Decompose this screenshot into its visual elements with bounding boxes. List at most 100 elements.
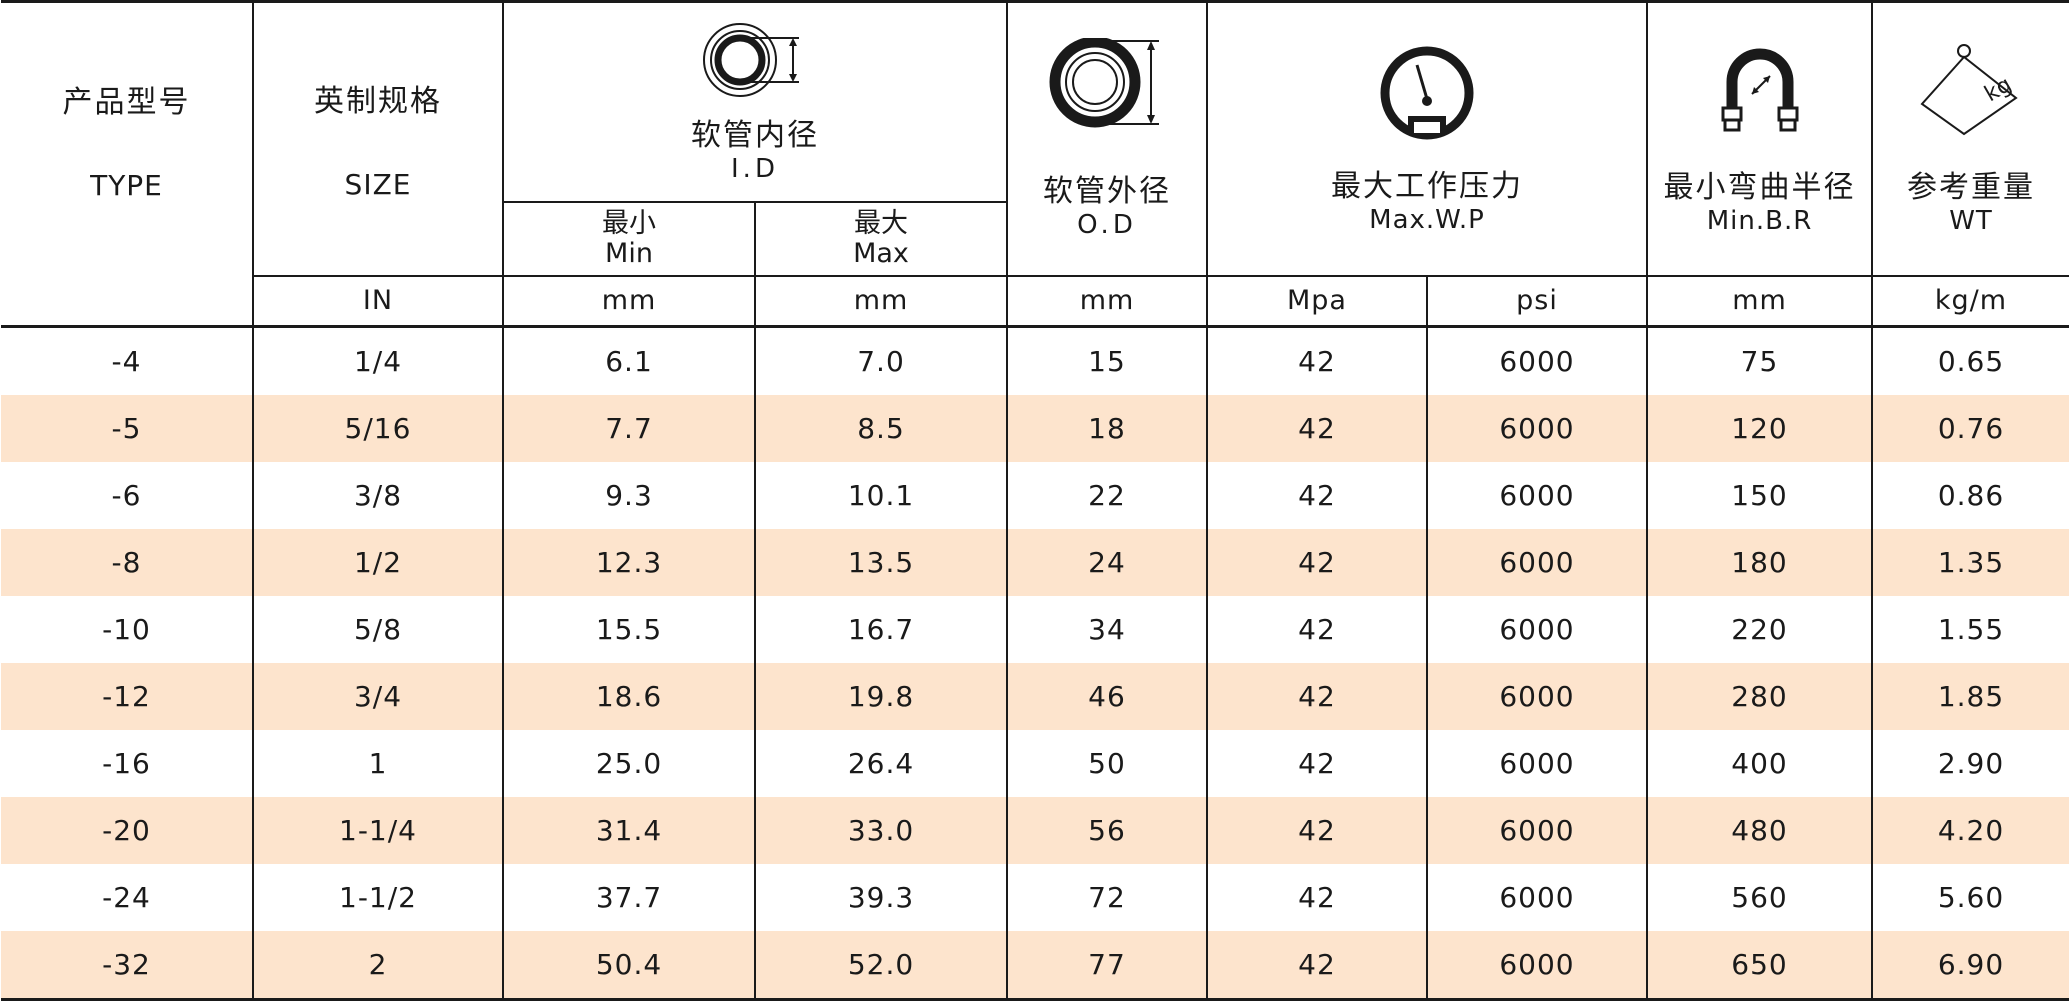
wt-header-zh: 参考重量: [1907, 169, 2035, 205]
type-cell: -4: [1, 326, 254, 395]
od-cell: 56: [1007, 796, 1208, 864]
size-cell: 3/8: [253, 461, 504, 529]
br-cell: 120: [1647, 394, 1873, 462]
wp-header: 最大工作压力 Max.W.P: [1207, 1, 1648, 276]
br-cell: 220: [1647, 595, 1873, 663]
type-cell: -10: [1, 595, 254, 663]
type-unit: [1, 275, 254, 328]
size-cell: 1-1/4: [253, 796, 504, 864]
type-cell: -32: [1, 930, 254, 1001]
br-cell: 150: [1647, 461, 1873, 529]
type-header-en: TYPE: [90, 168, 163, 202]
wp-header-zh: 最大工作压力: [1331, 168, 1523, 204]
psi-cell: 6000: [1427, 729, 1648, 797]
br-cell: 650: [1647, 930, 1873, 1001]
wt-cell: 0.65: [1937, 344, 2005, 378]
size-cell: 5/8: [253, 595, 504, 663]
id-min-cell: 7.7: [503, 394, 756, 462]
wt-cell: 4.20: [1872, 796, 2069, 864]
psi-cell: 6000: [1427, 394, 1648, 462]
od-cell: 77: [1007, 930, 1208, 1001]
mpa-cell: 42: [1207, 662, 1428, 730]
id-max-cell: 8.5: [755, 394, 1008, 462]
id-min-cell: 12.3: [503, 528, 756, 596]
id-min-cell: 6.1: [503, 326, 756, 395]
br-header-en: Min.B.R: [1706, 205, 1813, 236]
id-header-zh: 软管内径: [691, 117, 819, 153]
od-cell: 22: [1007, 461, 1208, 529]
size-cell: 3/4: [253, 662, 504, 730]
wt-cell: 1.35: [1872, 528, 2069, 596]
od-header: 软管外径 O.D: [1007, 1, 1208, 276]
mpa-cell: 42: [1207, 863, 1428, 931]
table-row: -16 1 25.0 26.4 50 42 6000 400 2.90: [1, 729, 2069, 797]
od-unit: mm: [1007, 274, 1208, 328]
wt-header: kg 参考重量 WT: [1872, 2, 2069, 276]
id-max-unit: mm: [755, 274, 1008, 328]
od-cell: 34: [1007, 595, 1208, 663]
psi-cell: 6000: [1427, 326, 1648, 395]
mpa-cell: 42: [1207, 796, 1428, 864]
id-max-cell: 13.5: [755, 528, 1008, 596]
id-min-unit: mm: [503, 274, 756, 328]
od-header-zh: 软管外径: [1043, 173, 1171, 209]
type-cell: -12: [1, 662, 254, 730]
psi-cell: 6000: [1427, 595, 1648, 663]
br-cell: 75: [1647, 326, 1873, 395]
psi-cell: 6000: [1427, 930, 1648, 1001]
type-cell: -16: [1, 729, 254, 797]
type-cell: -5: [1, 394, 254, 462]
id-max-cell: 39.3: [755, 863, 1008, 931]
wp-psi-unit: psi: [1427, 274, 1648, 328]
od-cell: 46: [1007, 662, 1208, 730]
br-cell: 280: [1647, 662, 1873, 730]
size-unit: IN: [253, 274, 504, 328]
size-cell: 1/2: [253, 528, 504, 596]
type-cell: -8: [1, 528, 254, 596]
table-row: -24 1-1/2 37.7 39.3 72 42 6000 560 5.60: [1, 863, 2069, 931]
od-cell: 50: [1007, 729, 1208, 797]
mpa-cell: 42: [1207, 326, 1428, 395]
wt-header-en: WT: [1949, 205, 1993, 236]
psi-cell: 6000: [1427, 528, 1648, 596]
id-min-header: 最小 Min: [503, 200, 756, 276]
table-row: -6 3/8 9.3 10.1 22 42 6000 150 0.86: [1, 461, 2069, 529]
psi-cell: 6000: [1427, 461, 1648, 529]
od-cell: 72: [1007, 863, 1208, 931]
weight-icon: kg: [1920, 43, 2018, 135]
size-cell: 2: [253, 930, 504, 1001]
br-header-zh: 最小弯曲半径: [1663, 169, 1856, 205]
size-header: 英制规格 SIZE: [253, 1, 504, 276]
od-header-en: O.D: [1077, 209, 1137, 240]
type-cell: -24: [1, 863, 254, 931]
mpa-cell: 42: [1207, 595, 1428, 663]
hose-inner-diameter-icon: [703, 22, 799, 97]
mpa-cell: 42: [1207, 729, 1428, 797]
id-min-cell: 9.3: [503, 461, 756, 529]
pressure-gauge-icon: [1380, 46, 1474, 140]
id-max-cell: 16.7: [755, 595, 1008, 663]
wt-cell: 6.90: [1872, 930, 2069, 1001]
id-min-cell: 31.4: [503, 796, 756, 864]
size-cell: 1: [253, 729, 504, 797]
type-cell: -20: [1, 796, 254, 864]
id-max-cell: 10.1: [755, 461, 1008, 529]
wt-cell: 5.60: [1937, 880, 2005, 914]
id-min-cell: 15.5: [503, 595, 756, 663]
id-min-cell: 18.6: [503, 662, 756, 730]
mpa-cell: 42: [1207, 461, 1428, 529]
size-cell: 5/16: [253, 394, 504, 462]
od-cell: 24: [1007, 528, 1208, 596]
wt-cell: 0.86: [1937, 478, 2005, 512]
id-max-cell: 7.0: [755, 326, 1008, 395]
wt-cell: 1.85: [1872, 662, 2069, 730]
id-min-zh: 最小: [602, 207, 656, 239]
wt-cell: 0.76: [1872, 394, 2069, 462]
table-row: -32 2 50.4 52.0 77 42 6000 650 6.90: [1, 930, 2069, 1001]
id-min-cell: 25.0: [503, 729, 756, 797]
br-cell: 480: [1647, 796, 1873, 864]
id-header: 软管内径 I.D: [503, 1, 1008, 202]
wt-unit: kg/m: [1872, 274, 2069, 328]
id-max-header: 最大 Max: [755, 200, 1008, 276]
